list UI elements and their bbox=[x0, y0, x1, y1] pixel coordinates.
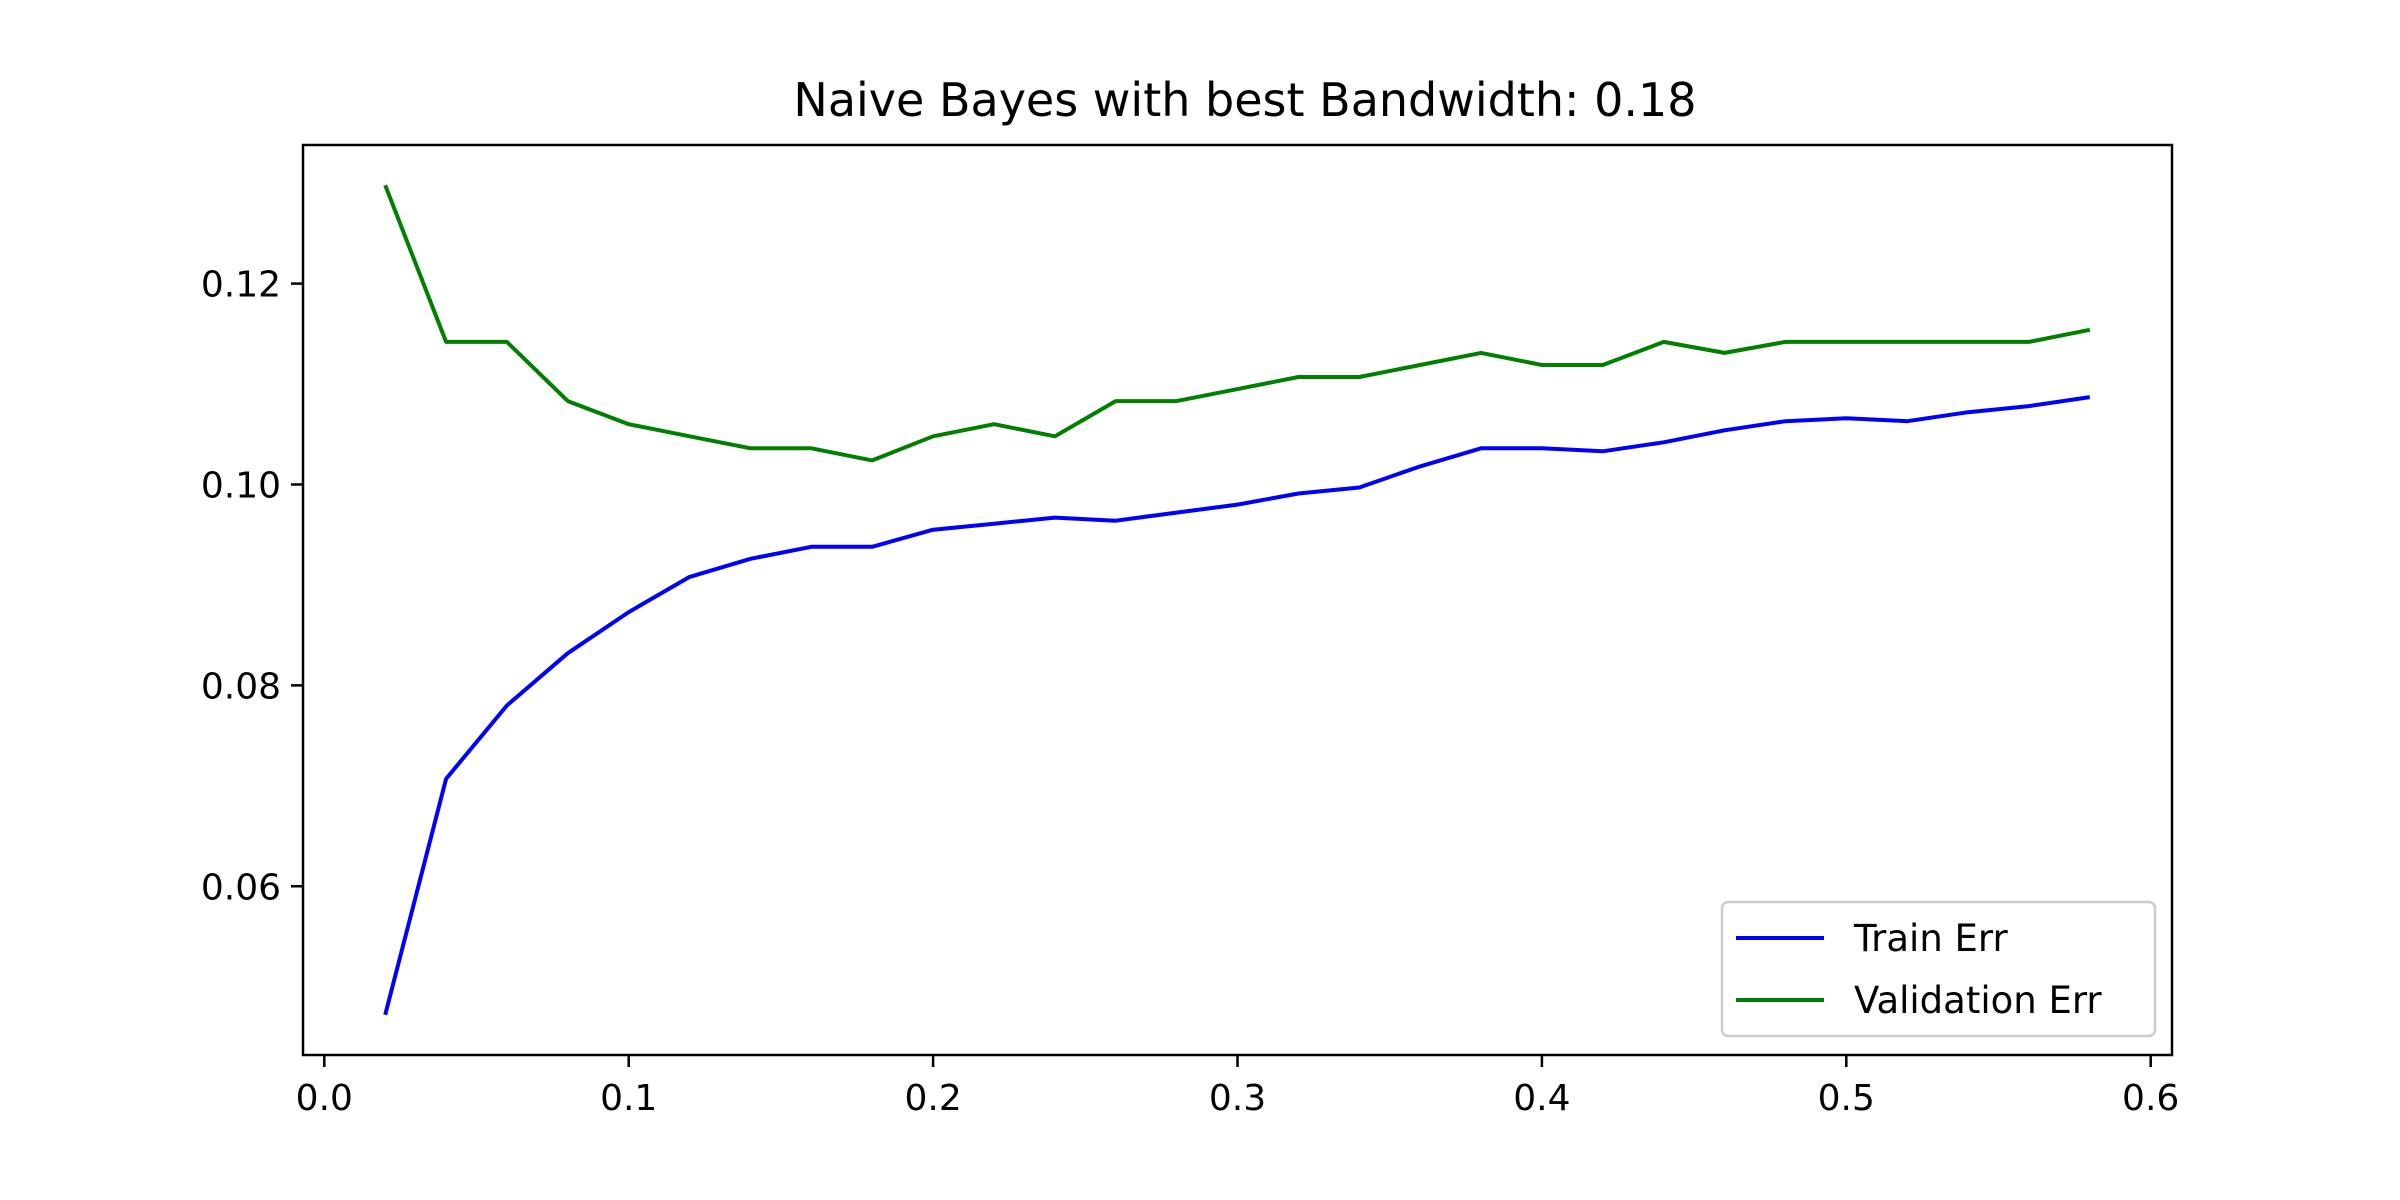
x-tick-label: 0.5 bbox=[1818, 1078, 1875, 1119]
series-line-train-err bbox=[383, 395, 2091, 1016]
y-tick-label: 0.06 bbox=[201, 867, 281, 908]
y-tick-label: 0.08 bbox=[201, 666, 281, 707]
y-tick-label: 0.12 bbox=[201, 265, 281, 306]
y-axis: 0.06 0.08 0.10 0.12 bbox=[201, 265, 303, 908]
series-line-validation-err bbox=[383, 184, 2091, 463]
chart-title: Naive Bayes with best Bandwidth: 0.18 bbox=[793, 73, 1696, 127]
x-tick-label: 0.3 bbox=[1209, 1078, 1266, 1119]
x-tick-label: 0.4 bbox=[1513, 1078, 1570, 1119]
x-tick-label: 0.2 bbox=[904, 1078, 961, 1119]
plot-frame bbox=[301, 143, 2174, 1057]
x-tick-label: 0.1 bbox=[600, 1078, 657, 1119]
x-tick-label: 0.6 bbox=[2122, 1078, 2179, 1119]
x-tick-label: 0.0 bbox=[296, 1078, 353, 1119]
legend-label-validation-err: Validation Err bbox=[1854, 979, 2102, 1022]
legend-label-train-err: Train Err bbox=[1853, 917, 2008, 960]
y-tick-label: 0.10 bbox=[201, 465, 281, 506]
legend-box bbox=[1720, 900, 2157, 1038]
legend: Train Err Validation Err bbox=[1720, 900, 2157, 1038]
x-axis: 0.0 0.1 0.2 0.3 0.4 0.5 0.6 bbox=[296, 1055, 2179, 1119]
plot-series bbox=[383, 184, 2091, 1016]
